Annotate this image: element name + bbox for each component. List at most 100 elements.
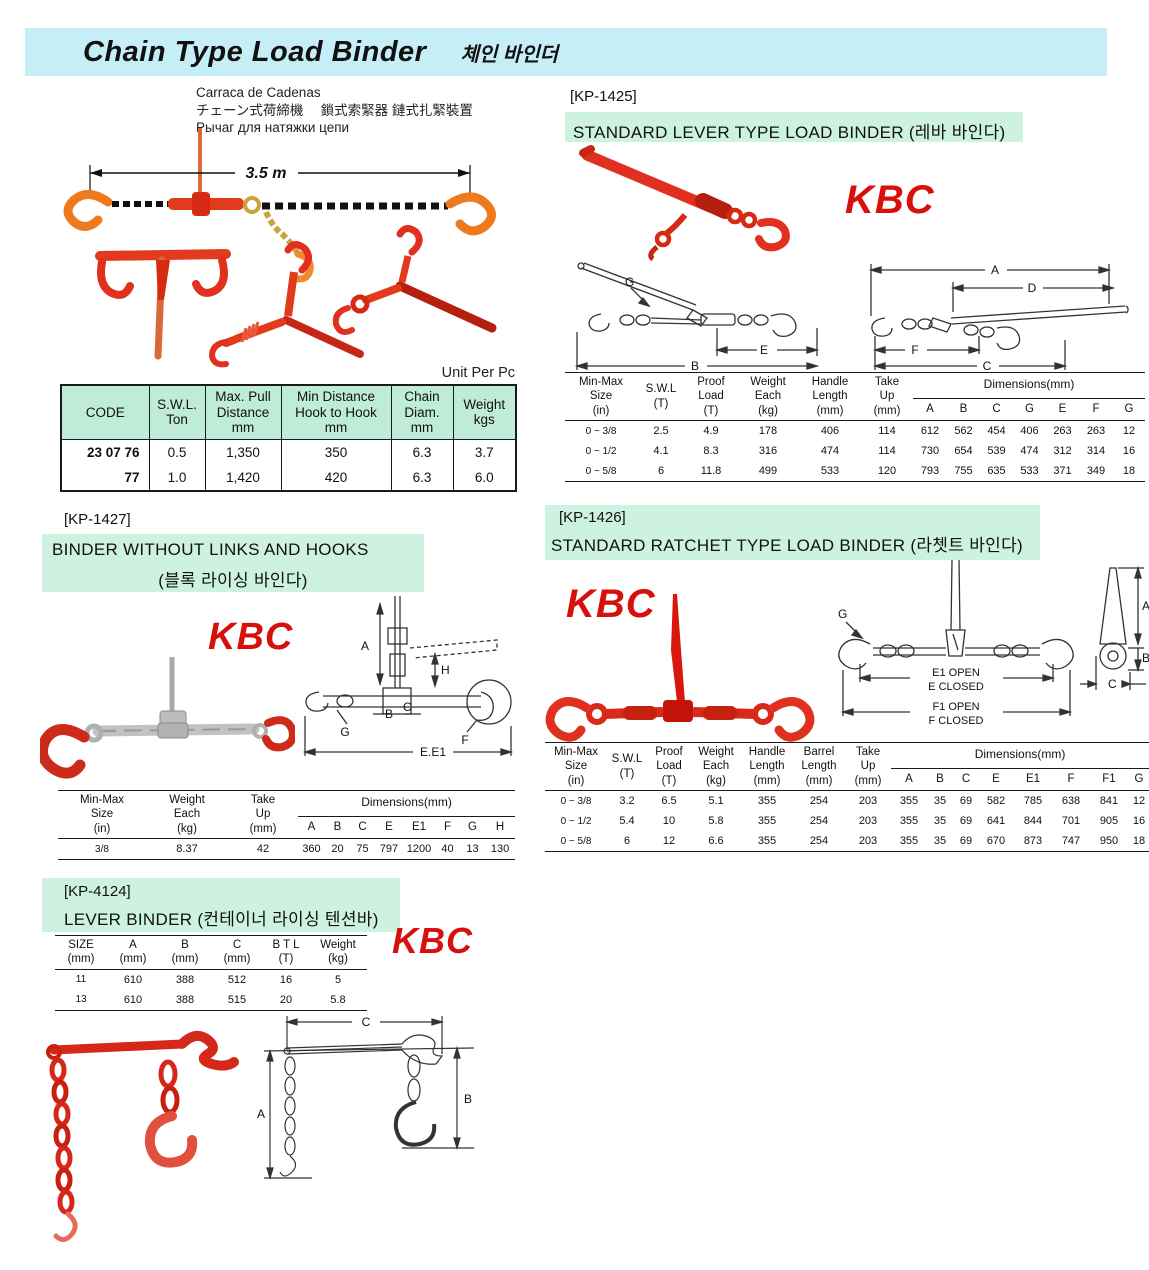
- dim-h: H: [495, 821, 505, 834]
- table-cell: 406: [1020, 425, 1039, 438]
- table-cell: 6: [623, 835, 631, 848]
- table-cell: 841: [1099, 795, 1119, 808]
- table-row: 0 ~ 5/8 6 12 6.6 355 254 203 355 35 69 670 873 747 95…: [545, 831, 1149, 852]
- table-cell: 20: [279, 993, 293, 1006]
- col-minmax: Min-Max Size (in): [79, 794, 125, 835]
- table-row: 0 ~ 3/8 3.2 6.5 5.1 355 254 203 355 35 69 582 785 63…: [545, 791, 1149, 812]
- dim-g2: G: [1124, 403, 1134, 416]
- kp1426-dimension-drawing: G E1 OPEN E CLOSED F1 OPEN F CLOSED A B …: [838, 560, 1149, 727]
- kp1426-product-image: [545, 594, 815, 742]
- table-cell: 730: [920, 445, 940, 458]
- kp1425-dim-label-b: B: [691, 359, 699, 372]
- kp1425-dim-label-c: C: [983, 359, 992, 372]
- kp1425-title-bar: STANDARD LEVER TYPE LOAD BINDER (레바 바인다): [565, 112, 1023, 142]
- kp4124-title-bar: [KP-4124] LEVER BINDER (컨테이너 라이싱 텐션바): [42, 878, 400, 932]
- kp1425-dim-label-a: A: [991, 263, 999, 277]
- col-proof: Proof Load (T): [655, 746, 683, 787]
- table-row: 77 1.0 1,420 420 6.3 6.0: [60, 464, 517, 491]
- col-weight: Weight (kg): [320, 939, 356, 966]
- table-cell: 539: [987, 445, 1006, 458]
- kp1426-label-e1-open: E1 OPEN: [932, 667, 980, 679]
- col-handle: Handle Length (mm): [811, 376, 849, 417]
- kp1427-dim-label-ee1: E.E1: [420, 745, 446, 759]
- dim-g: G: [1025, 403, 1034, 416]
- table-cell: 701: [1061, 815, 1081, 828]
- table-cell: 562: [954, 425, 973, 438]
- table-cell: 254: [809, 795, 829, 808]
- table-cell: 35: [933, 835, 947, 848]
- multilingual-names: Carraca de Cadenas チェーン式荷締機 鎖式索緊器 鏈式扎緊裝置…: [196, 84, 473, 137]
- dim-a: A: [926, 403, 934, 416]
- table-cell: 69: [959, 815, 973, 828]
- table-cell: 4.1: [653, 445, 669, 458]
- col-size: SIZE (mm): [67, 939, 95, 966]
- main-table-header-row: CODE S.W.L. Ton Max. Pull Distance mm Mi…: [60, 384, 517, 440]
- table-row: 0 ~ 3/8 2.5 4.9 178 406 114 612 562 454 406 263 263…: [565, 421, 1145, 442]
- table-cell: 35: [933, 815, 947, 828]
- table-cell: 12: [1132, 795, 1146, 808]
- table-cell: 42: [256, 843, 270, 856]
- table-cell: 355: [757, 835, 777, 848]
- col-c: C (mm): [223, 939, 251, 966]
- kp1425-code: [KP-1425]: [570, 88, 637, 105]
- table-cell: 873: [1023, 835, 1043, 848]
- kp4124-header-row: SIZE (mm) A (mm) B (mm) C (mm) B T L (T)…: [55, 936, 367, 970]
- kp1426-label-f-closed: F CLOSED: [928, 715, 983, 727]
- table-cell: 785: [1023, 795, 1043, 808]
- table-cell: 1,420: [204, 464, 282, 491]
- table-cell: 654: [954, 445, 973, 458]
- table-cell: 420: [280, 464, 392, 491]
- kp4124-dimension-drawing: C A B: [257, 1015, 475, 1181]
- kp1426-dim-label-g: G: [838, 607, 847, 621]
- kp1427-header-row2: A B C E E1 F G H: [58, 816, 515, 839]
- table-cell: 5.8: [708, 815, 724, 828]
- table-cell: 610: [123, 973, 143, 986]
- col-chain-diam: Chain Diam. mm: [390, 384, 454, 440]
- table-row: 0 ~ 1/2 4.1 8.3 316 474 114 730 654 539 474 312 314…: [565, 441, 1145, 461]
- col-dimensions: Dimensions(mm): [913, 372, 1146, 399]
- dim-c: C: [992, 403, 1001, 416]
- table-cell: 512: [227, 973, 247, 986]
- table-cell: 12: [1122, 425, 1136, 438]
- table-row: 13 610 388 515 20 5.8: [55, 990, 367, 1011]
- page-title-korean: 체인 바인더: [460, 43, 559, 66]
- dim-e1: E1: [1025, 773, 1041, 786]
- name-japanese-chinese: チェーン式荷締機 鎖式索緊器 鏈式扎緊裝置: [196, 102, 473, 118]
- table-cell: 203: [858, 795, 878, 808]
- dim-e1: E1: [411, 821, 427, 834]
- table-cell: 474: [820, 445, 840, 458]
- col-takeup: Take Up (mm): [873, 376, 901, 417]
- kp4124-code: [KP-4124]: [64, 883, 131, 900]
- name-russian: Рычаг для натяжки цепи: [196, 120, 350, 136]
- col-barrel: Barrel Length (mm): [801, 746, 837, 787]
- page-title: Chain Type Load Binder: [83, 35, 427, 68]
- col-proof: Proof Load (T): [697, 376, 725, 417]
- table-cell: 16: [1132, 815, 1146, 828]
- col-weight: Weight Each (kg): [698, 746, 734, 787]
- col-swl: S.W.L. Ton: [148, 384, 206, 440]
- table-cell: 2.5: [653, 425, 669, 438]
- table-cell: 844: [1023, 815, 1043, 828]
- table-cell: 1200: [406, 843, 432, 856]
- table-cell: 350: [280, 439, 392, 465]
- table-cell: 355: [757, 815, 777, 828]
- table-cell: 670: [986, 835, 1006, 848]
- table-cell: 5: [334, 973, 342, 986]
- col-swl: S.W.L (T): [611, 753, 643, 780]
- dim-c: C: [358, 821, 367, 834]
- col-b: B (mm): [171, 939, 199, 966]
- table-cell: 6.0: [452, 464, 517, 491]
- table-cell: 4.9: [703, 425, 719, 438]
- table-cell: 360: [302, 843, 321, 856]
- table-cell: 0 ~ 5/8: [560, 835, 592, 847]
- dim-e: E: [992, 773, 1000, 786]
- table-cell: 638: [1061, 795, 1081, 808]
- kp1427-product-image: [40, 657, 295, 779]
- table-cell: 11: [75, 974, 87, 986]
- table-row: 0 ~ 5/8 6 11.8 499 533 120 793 755 635 533 371 349 1…: [565, 461, 1145, 482]
- table-cell: 454: [987, 425, 1006, 438]
- unit-note: Unit Per Pc: [441, 365, 515, 381]
- dim-b: B: [333, 821, 342, 834]
- table-cell: 641: [986, 815, 1006, 828]
- dim-f: F: [1067, 773, 1075, 786]
